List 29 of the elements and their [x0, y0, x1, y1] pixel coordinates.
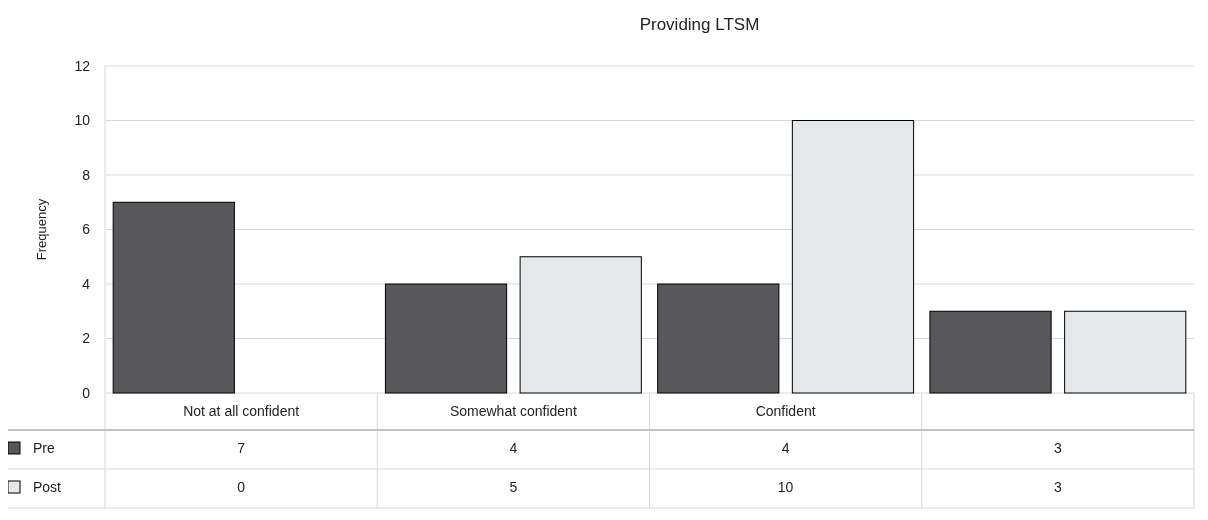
bar — [791, 120, 915, 394]
data-label: 4 — [781, 439, 790, 456]
data-label: 7 — [237, 439, 246, 456]
y-tick-label: 8 — [82, 166, 91, 183]
y-tick-label: 4 — [82, 275, 91, 292]
x-tick-label: Somewhat confident — [449, 403, 577, 420]
y-axis-title: Frequency — [34, 198, 49, 261]
legend-label: Post — [33, 478, 62, 495]
bar — [1064, 310, 1187, 394]
chart-title: Providing LTSM — [639, 15, 760, 34]
bar — [112, 201, 235, 394]
data-label: 3 — [1053, 478, 1062, 495]
bar — [519, 256, 642, 394]
data-label: 3 — [1053, 439, 1062, 456]
data-label: 10 — [777, 478, 794, 495]
bar — [384, 283, 508, 394]
bar — [657, 283, 780, 394]
x-tick-label: Not at all confident — [183, 403, 300, 420]
y-tick-label: 10 — [74, 112, 91, 129]
legend-label: Pre — [33, 439, 55, 456]
x-tick-label: Confident — [755, 403, 816, 420]
data-label: 5 — [509, 478, 518, 495]
y-tick-label: 12 — [74, 57, 91, 74]
data-label: 0 — [237, 478, 246, 495]
y-tick-label: 6 — [82, 221, 91, 238]
bar — [929, 310, 1052, 394]
y-tick-label: 2 — [82, 330, 91, 347]
data-label: 4 — [509, 439, 518, 456]
y-tick-label: 0 — [82, 384, 91, 401]
